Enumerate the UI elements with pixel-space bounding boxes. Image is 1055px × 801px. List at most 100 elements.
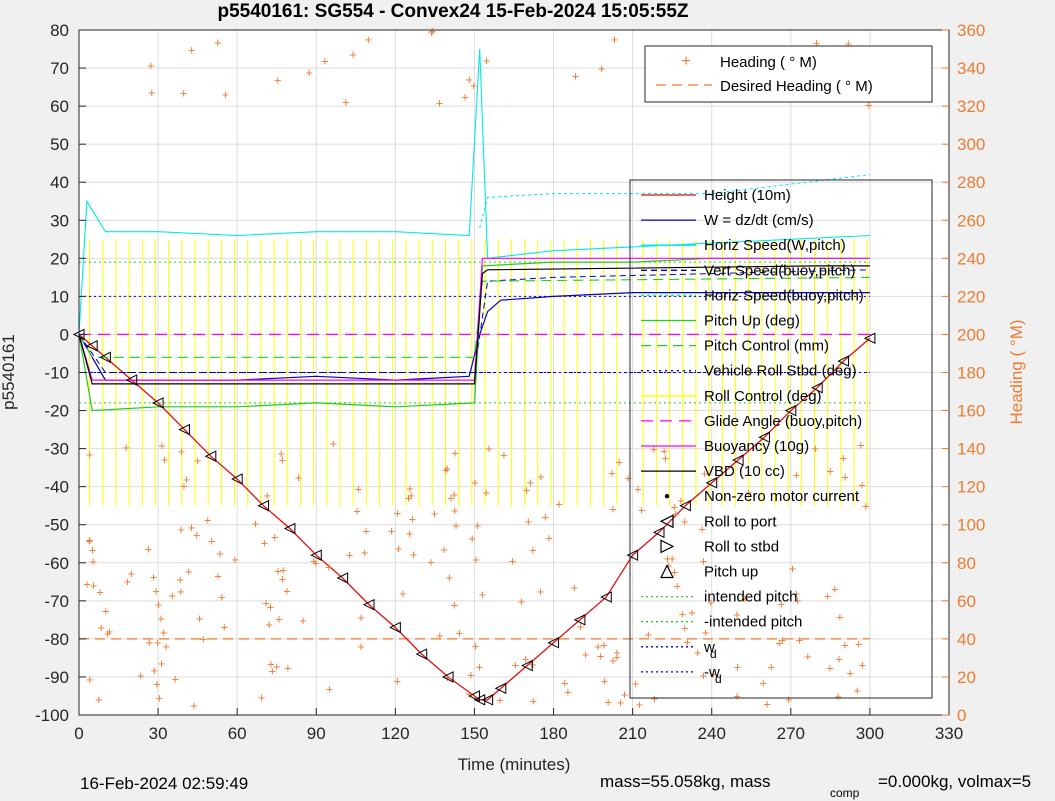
heading-point: + [523,483,531,498]
heading-point: + [529,542,537,557]
y-tick-label-left: -70 [44,592,69,611]
heading-point: + [145,635,153,650]
legend-label-subscript: d [710,647,717,661]
roll-marker [731,454,744,466]
heading-point: + [177,522,185,537]
heading-point: + [271,530,279,545]
legend-label: Roll Control (deg) [704,388,822,405]
heading-point: + [476,659,484,674]
legend-label: Vert Speed(buoy,pitch) [704,262,855,279]
roll-marker [811,381,823,394]
heading-point: + [252,516,260,531]
heading-point: + [688,605,696,620]
heading-point: + [804,649,812,664]
heading-point: + [329,436,337,451]
y-tick-label-right: 80 [957,554,976,573]
heading-point: + [214,35,222,50]
heading-point: + [681,514,689,529]
heading-point: + [231,552,239,567]
y-tick-label-right: 360 [957,21,985,40]
roll-marker [758,431,770,444]
y-tick-label-right: 160 [957,402,985,421]
y-tick-label-left: 20 [50,249,69,268]
x-tick-label: 240 [698,724,726,743]
heading-point: + [529,657,537,672]
roll-marker [547,636,560,649]
heading-point: + [299,613,307,628]
y-tick-label-left: 80 [50,21,69,40]
heading-point: + [468,531,476,546]
heading-point: + [154,635,162,650]
heading-point: + [349,47,357,62]
y-tick-label-right: 40 [957,630,976,649]
heading-point: + [465,72,473,87]
heading-point: + [153,677,161,692]
heading-point: + [662,451,670,466]
heading-point: + [785,692,793,707]
heading-point: + [796,632,804,647]
heading-point: + [570,580,578,595]
x-tick-label: 210 [618,724,646,743]
heading-point: + [857,438,865,453]
heading-point: + [707,595,715,610]
heading-point: + [273,659,281,674]
heading-point: + [701,466,709,481]
heading-point: + [427,555,435,570]
heading-point: + [326,682,334,697]
heading-point: + [813,36,821,51]
legend-label: w [703,639,715,656]
heading-point: + [310,553,318,568]
heading-point: + [530,693,538,708]
heading-point: + [222,87,230,102]
footer-comp-subscript: comp [830,786,860,800]
roll-marker [204,450,217,463]
heading-point: + [734,660,742,675]
heading-point: + [831,582,839,597]
roll-marker [784,404,797,417]
heading-point: + [858,478,866,493]
heading-point: + [200,632,208,647]
y-tick-label-left: -10 [44,364,69,383]
x-tick-label: 0 [74,724,83,743]
heading-point: + [452,518,460,533]
heading-point: + [482,485,490,500]
roll-marker [521,659,533,672]
heading-point: + [394,505,402,520]
heading-point: + [152,583,160,598]
heading-point: + [406,481,414,496]
heading-point: + [672,506,680,521]
heading-point: + [472,639,480,654]
roll-marker [389,621,401,634]
legend-label: Non-zero motor current [704,488,860,505]
heading-point: + [429,24,437,39]
heading-point: + [106,624,114,639]
heading-point: + [267,656,275,671]
series-vbd-10-cc [78,265,870,385]
heading-point: + [171,671,179,686]
heading-point: + [447,490,455,505]
heading-point: + [214,568,222,583]
heading-point: + [188,42,196,57]
y-tick-label-left: -80 [44,630,69,649]
heading-point: + [183,472,191,487]
heading-point: + [305,65,313,80]
heading-point: + [442,462,450,477]
heading-point: + [472,552,480,567]
heading-point: + [156,691,164,706]
x-tick-label: 60 [228,724,247,743]
heading-point: + [157,611,165,626]
roll-marker [178,423,190,436]
heading-point: + [700,553,708,568]
x-tick-label: 270 [777,724,805,743]
heading-point: + [496,693,504,708]
roll-marker [441,671,454,683]
heading-point: + [826,463,834,478]
heading-point: + [673,579,681,594]
heading-point: + [789,561,797,576]
heading-point: + [393,673,401,688]
y-tick-label-left: -20 [44,402,69,421]
roll-marker [468,690,480,702]
heading-point: + [151,663,159,678]
roll-marker [125,374,138,386]
heading-point: + [279,572,287,587]
